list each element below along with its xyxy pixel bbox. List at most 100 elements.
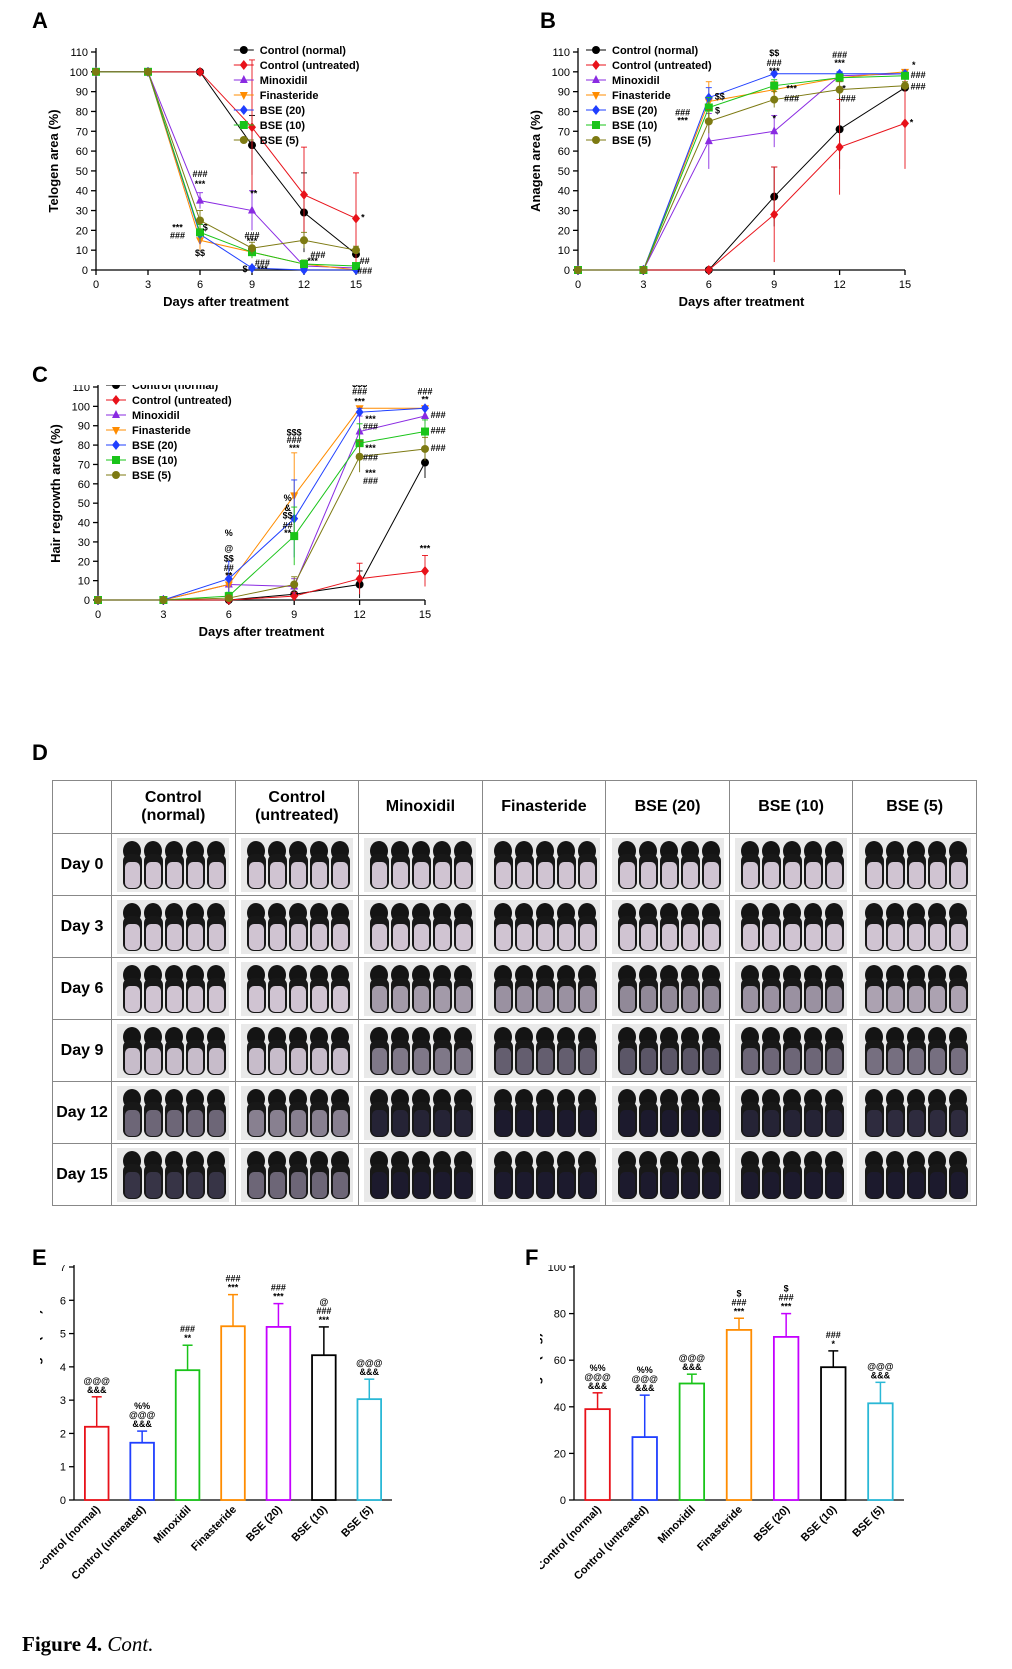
mouse-shaved-back [495, 1109, 511, 1136]
data-point [421, 458, 429, 467]
data-point [248, 263, 256, 274]
x-tick-label: 9 [249, 279, 255, 291]
y-tick-label: 10 [78, 576, 90, 588]
mouse-group-photo [364, 961, 477, 1016]
significance-mark: ** [225, 571, 233, 581]
y-tick-label: 60 [78, 479, 90, 491]
grid-row-day-12: Day 12 [52, 1081, 977, 1144]
mouse-shaved-back [290, 923, 306, 950]
mouse-shaved-back [516, 1171, 532, 1198]
data-point [704, 265, 713, 275]
mouse-photo-cell [111, 1143, 236, 1206]
mouse-shaved-back [146, 861, 162, 888]
legend-marker [592, 92, 600, 100]
mouse-photo-cell [728, 1081, 854, 1144]
significance-mark: *** [781, 1302, 792, 1312]
mouse-shaved-back [682, 1109, 698, 1136]
legend-label: Finasteride [260, 90, 319, 102]
y-tick-label: 2 [60, 1428, 66, 1440]
y-tick-label: 0 [82, 265, 88, 277]
grid-row-day-6: Day 6 [52, 957, 977, 1020]
legend-label: BSE (5) [260, 135, 299, 147]
mouse-shaved-back [950, 923, 966, 950]
mouse-shaved-back [950, 985, 966, 1012]
significance-mark: $$$ [287, 427, 302, 437]
mouse-group-photo [240, 961, 353, 1016]
mouse-shaved-back [950, 861, 966, 888]
y-tick-label: 40 [558, 186, 570, 198]
mouse-shaved-back [188, 1109, 204, 1136]
significance-mark: *** [354, 396, 365, 406]
legend-label: Control (normal) [132, 385, 218, 392]
mouse-photo-cell [111, 895, 236, 958]
significance-mark: &&& [360, 1367, 380, 1377]
mouse-shaved-back [290, 985, 306, 1012]
mouse-shaved-back [908, 985, 924, 1012]
mouse-group-photo [735, 1147, 848, 1202]
mouse-shaved-back [640, 1047, 656, 1074]
mouse-photo-cell [605, 895, 730, 958]
y-tick-label: 4 [60, 1362, 66, 1374]
x-tick-label: 0 [95, 609, 101, 621]
y-tick-label: 1 [60, 1462, 66, 1474]
y-tick-label: 80 [76, 106, 88, 118]
data-point [770, 68, 779, 79]
significance-mark: ** [184, 1333, 192, 1343]
mouse-shaved-back [372, 1047, 388, 1074]
bar [311, 1354, 337, 1501]
y-tick-label: 7 [60, 1265, 66, 1274]
significance-mark: &&& [871, 1370, 891, 1380]
significance-mark: *** [786, 84, 797, 94]
y-tick-label: 40 [76, 186, 88, 198]
mouse-shaved-back [537, 1171, 553, 1198]
data-point [835, 73, 844, 82]
mouse-photo-cell [234, 1081, 360, 1144]
significance-mark: ### [255, 258, 270, 268]
data-point [355, 452, 364, 461]
mouse-group-photo [858, 1147, 971, 1202]
data-point [248, 244, 256, 253]
mouse-shaved-back [311, 1109, 327, 1136]
bar [772, 1336, 800, 1501]
data-point [704, 103, 713, 112]
significance-mark: ### [832, 50, 847, 60]
mouse-shaved-back [146, 923, 162, 950]
mouse-shaved-back [290, 1109, 306, 1136]
caption-text: Cont. [107, 1632, 154, 1656]
mouse-shaved-back [188, 1171, 204, 1198]
legend-marker [239, 75, 248, 83]
mouse-shaved-back [703, 1109, 719, 1136]
y-axis-title: Hair follicle length (mm) [40, 1309, 43, 1457]
significance-mark: ### [244, 230, 259, 240]
data-point [355, 407, 364, 418]
data-point [290, 580, 299, 589]
mouse-shaved-back [311, 923, 327, 950]
mouse-shaved-back [393, 923, 409, 950]
legend-marker [239, 105, 248, 115]
mouse-shaved-back [682, 861, 698, 888]
x-category-label: BSE (10) [289, 1503, 330, 1544]
y-axis-title: Hair weight (mg) [540, 1333, 543, 1435]
significance-mark: ### [779, 1293, 794, 1303]
legend-marker [239, 136, 248, 144]
y-tick-label: 20 [76, 225, 88, 237]
mouse-shaved-back [682, 985, 698, 1012]
bar [129, 1441, 155, 1501]
bar-group-bse-5: @@@&&& BSE (5) [339, 1358, 382, 1540]
data-point [421, 565, 429, 576]
series-control-untreated [94, 555, 429, 605]
bar [356, 1398, 382, 1501]
mouse-group-photo [240, 899, 353, 954]
bar [678, 1382, 706, 1501]
mouse-shaved-back [929, 923, 945, 950]
bar-group-bse-5: @@@&&& BSE (5) [850, 1361, 893, 1539]
mouse-shaved-back [619, 985, 635, 1012]
mouse-photo-cell [481, 895, 607, 958]
mouse-shaved-back [393, 861, 409, 888]
significance-mark: ### [363, 453, 378, 463]
significance-mark: $$ [283, 511, 293, 521]
significance-mark: * [832, 1339, 836, 1349]
panel-letter-e: E [32, 1245, 47, 1270]
significance-mark: $$ [224, 553, 234, 563]
